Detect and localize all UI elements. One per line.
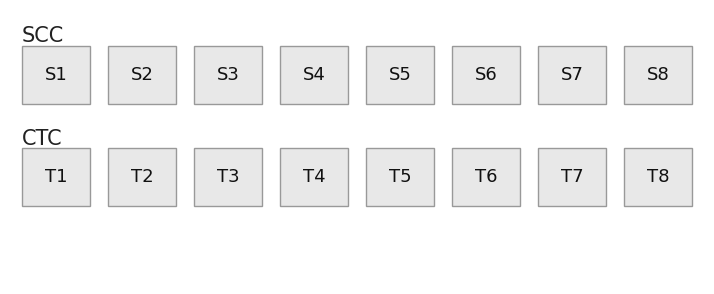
Text: S1: S1 — [44, 66, 67, 84]
Text: T2: T2 — [131, 168, 154, 186]
Text: S4: S4 — [303, 66, 326, 84]
FancyBboxPatch shape — [452, 148, 520, 206]
FancyBboxPatch shape — [366, 46, 434, 104]
FancyBboxPatch shape — [194, 148, 262, 206]
Text: SCC: SCC — [22, 26, 64, 46]
FancyBboxPatch shape — [280, 148, 348, 206]
FancyBboxPatch shape — [452, 46, 520, 104]
Text: T7: T7 — [560, 168, 583, 186]
FancyBboxPatch shape — [538, 148, 606, 206]
FancyBboxPatch shape — [366, 148, 434, 206]
FancyBboxPatch shape — [194, 46, 262, 104]
Text: CTC: CTC — [22, 129, 63, 149]
FancyBboxPatch shape — [22, 148, 90, 206]
FancyBboxPatch shape — [22, 46, 90, 104]
Text: T4: T4 — [303, 168, 326, 186]
Text: T3: T3 — [216, 168, 239, 186]
FancyBboxPatch shape — [624, 46, 692, 104]
Text: S5: S5 — [388, 66, 411, 84]
Text: S2: S2 — [131, 66, 154, 84]
FancyBboxPatch shape — [624, 148, 692, 206]
Text: T5: T5 — [388, 168, 411, 186]
Text: T1: T1 — [45, 168, 67, 186]
Text: T6: T6 — [475, 168, 497, 186]
FancyBboxPatch shape — [108, 46, 176, 104]
FancyBboxPatch shape — [280, 46, 348, 104]
Text: S7: S7 — [560, 66, 583, 84]
FancyBboxPatch shape — [108, 148, 176, 206]
FancyBboxPatch shape — [538, 46, 606, 104]
Text: S3: S3 — [216, 66, 239, 84]
Text: S8: S8 — [647, 66, 670, 84]
Text: S6: S6 — [475, 66, 498, 84]
Text: T8: T8 — [647, 168, 669, 186]
